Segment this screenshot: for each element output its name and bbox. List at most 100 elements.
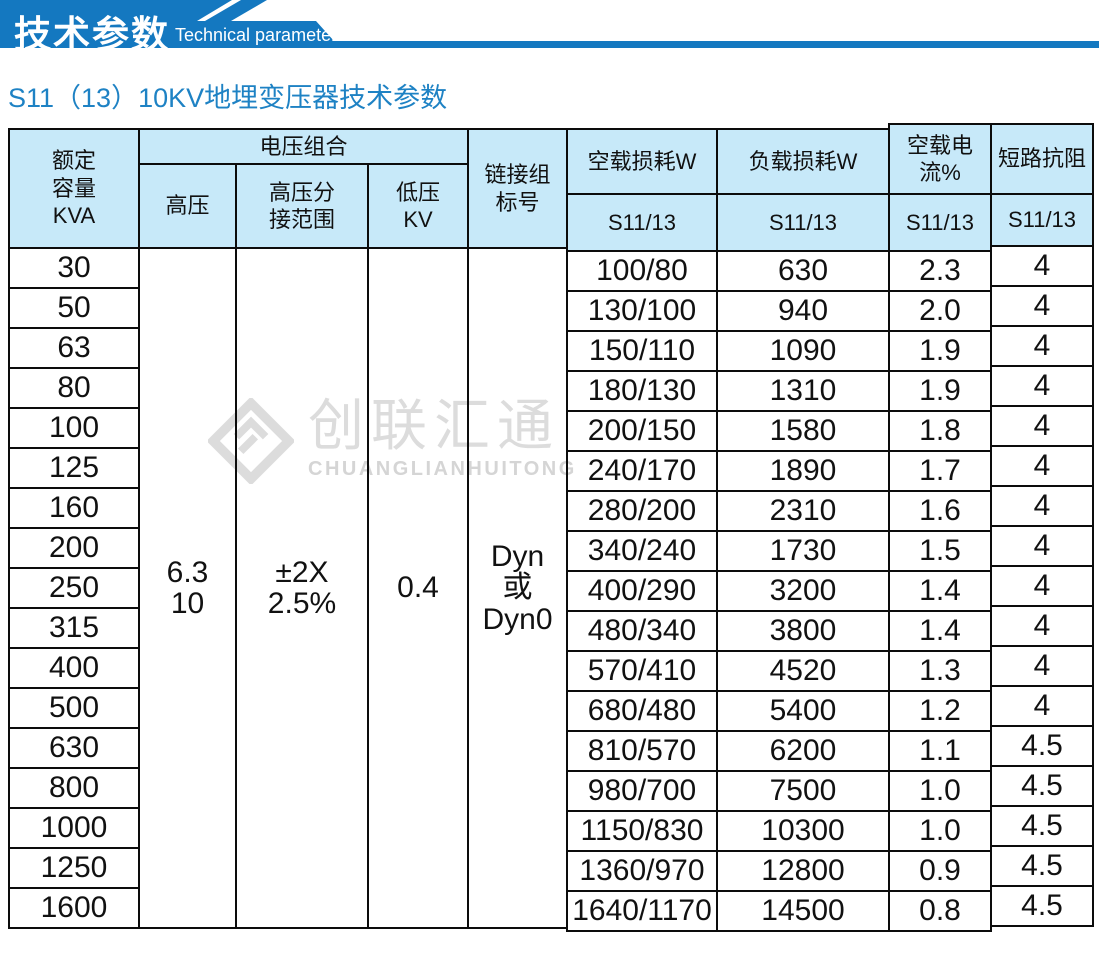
- table-row: 0.8: [888, 890, 992, 932]
- table-row: 4: [990, 325, 1094, 367]
- table-row: 400: [8, 647, 567, 689]
- impedance-cell: 4: [990, 565, 1094, 607]
- load-loss-cell: 5400: [716, 690, 890, 732]
- impedance-cell: 4: [990, 645, 1094, 687]
- load-loss-cell: 2310: [716, 490, 890, 532]
- impedance-cell: 4.5: [990, 765, 1094, 807]
- banner-subtitle: Technical parameter: [175, 25, 338, 45]
- table-row: 1.3: [888, 650, 992, 692]
- no-load-loss-cell: 130/100: [566, 290, 718, 332]
- kva-cell: 50: [8, 287, 140, 329]
- load-loss-cell: 7500: [716, 770, 890, 812]
- table-row: 180/130 1310: [566, 370, 890, 412]
- table-row: 1.7: [888, 450, 992, 492]
- kva-cell: 1000: [8, 807, 140, 849]
- load-loss-cell: 1090: [716, 330, 890, 372]
- impedance-cell: 4: [990, 325, 1094, 367]
- header-model-load-loss: S11/13: [716, 193, 890, 252]
- no-load-loss-cell: 1150/830: [566, 810, 718, 852]
- no-load-current-cell: 1.2: [888, 690, 992, 732]
- no-load-loss-cell: 400/290: [566, 570, 718, 612]
- no-load-current-cell: 1.7: [888, 450, 992, 492]
- header-vector-group: 链接组 标号: [467, 128, 569, 249]
- table-row: 570/410 4520: [566, 650, 890, 692]
- table-row: 4.5: [990, 885, 1094, 927]
- banner-accent-parallelogram: [205, 0, 267, 21]
- impedance-cell: 4: [990, 525, 1094, 567]
- no-load-current-cell: 1.0: [888, 770, 992, 812]
- no-load-loss-cell: 100/80: [566, 250, 718, 292]
- table-row: 4: [990, 565, 1094, 607]
- table-row: 4: [990, 645, 1094, 687]
- no-load-loss-cell: 1360/970: [566, 850, 718, 892]
- kva-cell: 63: [8, 327, 140, 369]
- table-row: 200: [8, 527, 567, 569]
- load-loss-cell: 14500: [716, 890, 890, 932]
- table-row: 4: [990, 525, 1094, 567]
- table-row: 4: [990, 365, 1094, 407]
- table-row: 400/290 3200: [566, 570, 890, 612]
- load-loss-cell: 1310: [716, 370, 890, 412]
- table-row: 250: [8, 567, 567, 609]
- table-row: 1150/830 10300: [566, 810, 890, 852]
- table-row: 63: [8, 327, 567, 369]
- load-loss-cell: 1730: [716, 530, 890, 572]
- no-load-current-cell: 1.4: [888, 570, 992, 612]
- impedance-cell: 4: [990, 485, 1094, 527]
- load-loss-cell: 940: [716, 290, 890, 332]
- impedance-cell: 4: [990, 405, 1094, 447]
- kva-cell: 315: [8, 607, 140, 649]
- table-row: 4: [990, 605, 1094, 647]
- header-no-load-current: 空载电流%: [888, 123, 992, 195]
- table-row: 630: [8, 727, 567, 769]
- table-row: 4: [990, 685, 1094, 727]
- table-row: 4: [990, 445, 1094, 487]
- table-row: 150/110 1090: [566, 330, 890, 372]
- table-row: 1.8: [888, 410, 992, 452]
- table-row: 1.4: [888, 610, 992, 652]
- spec-table-left-block: 额定 容量 KVA 电压组合 链接组 标号 高压 高压分 接范围 低压 KV 3…: [8, 128, 569, 929]
- load-loss-cell: 6200: [716, 730, 890, 772]
- impedance-cell: 4.5: [990, 805, 1094, 847]
- table-row: 4.5: [990, 845, 1094, 887]
- load-loss-cell: 3800: [716, 610, 890, 652]
- table-row: 1.9: [888, 330, 992, 372]
- impedance-cell: 4: [990, 445, 1094, 487]
- load-loss-cell: 12800: [716, 850, 890, 892]
- kva-cell: 200: [8, 527, 140, 569]
- table-row: 1250: [8, 847, 567, 889]
- spec-table-impedance-block: 短路抗阻 S11/13 4 4 4 4 4 4 4 4 4 4 4 4 4.5 …: [990, 123, 1094, 927]
- table-row: 980/700 7500: [566, 770, 890, 812]
- header-model-no-load-current: S11/13: [888, 193, 992, 252]
- table-row: 680/480 5400: [566, 690, 890, 732]
- impedance-cell: 4.5: [990, 845, 1094, 887]
- no-load-current-cell: 1.4: [888, 610, 992, 652]
- kva-cell: 630: [8, 727, 140, 769]
- table-row: 100: [8, 407, 567, 449]
- no-load-current-cell: 2.3: [888, 250, 992, 292]
- table-row: 4.5: [990, 805, 1094, 847]
- table-row: 1640/1170 14500: [566, 890, 890, 932]
- table-row: 4: [990, 285, 1094, 327]
- header-model-no-load-loss: S11/13: [566, 193, 718, 252]
- table-row: 810/570 6200: [566, 730, 890, 772]
- table-row: 340/240 1730: [566, 530, 890, 572]
- table-row: 160: [8, 487, 567, 529]
- kva-cell: 80: [8, 367, 140, 409]
- header-rated-capacity: 额定 容量 KVA: [8, 128, 140, 249]
- load-loss-cell: 3200: [716, 570, 890, 612]
- no-load-loss-cell: 150/110: [566, 330, 718, 372]
- no-load-loss-cell: 680/480: [566, 690, 718, 732]
- header-hv-tap-range: 高压分 接范围: [235, 163, 369, 249]
- impedance-cell: 4: [990, 605, 1094, 647]
- no-load-current-cell: 0.9: [888, 850, 992, 892]
- banner-title: 技术参数: [14, 14, 170, 55]
- table-row: 500: [8, 687, 567, 729]
- header-no-load-loss: 空载损耗W: [566, 128, 718, 195]
- kva-cell: 100: [8, 407, 140, 449]
- table-row: 125: [8, 447, 567, 489]
- no-load-loss-cell: 810/570: [566, 730, 718, 772]
- table-row: 50: [8, 287, 567, 329]
- table-row: 1.5: [888, 530, 992, 572]
- table-row: 4: [990, 245, 1094, 287]
